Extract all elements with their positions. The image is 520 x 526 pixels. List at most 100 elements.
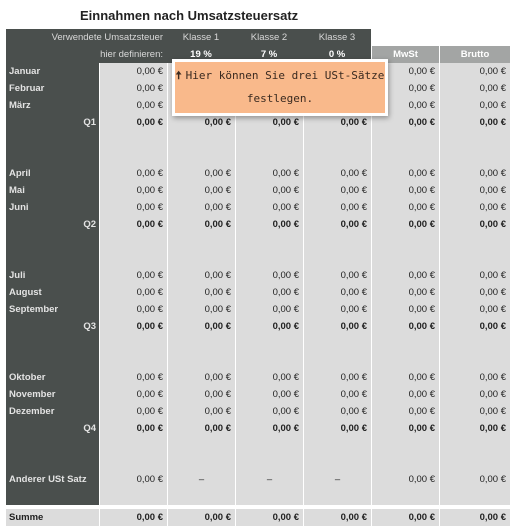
amount-cell[interactable]: 0,00 € (167, 182, 235, 199)
amount-cell[interactable]: 0,00 € (99, 284, 167, 301)
up-arrow-icon: 🠅 (175, 69, 182, 82)
empty-cell (303, 148, 371, 165)
brutto-cell: 0,00 € (439, 318, 510, 335)
mwst-cell: 0,00 € (371, 369, 439, 386)
empty-cell (99, 488, 167, 505)
amount-cell[interactable]: 0,00 € (235, 182, 303, 199)
row-label-spacer (6, 454, 99, 471)
amount-cell[interactable]: 0,00 € (303, 199, 371, 216)
amount-cell: 0,00 € (167, 318, 235, 335)
amount-cell[interactable]: 0,00 € (167, 403, 235, 420)
header-row-rates: hier definieren: 19 % 7 % 0 % MwSt Brutt… (6, 46, 510, 63)
amount-cell[interactable]: 0,00 € (167, 386, 235, 403)
header-class-1: Klasse 1 (167, 29, 235, 46)
empty-cell (235, 488, 303, 505)
amount-cell[interactable]: 0,00 € (235, 301, 303, 318)
amount-cell[interactable]: 0,00 € (303, 386, 371, 403)
amount-cell[interactable]: 0,00 € (167, 165, 235, 182)
amount-cell[interactable]: 0,00 € (303, 182, 371, 199)
amount-cell[interactable]: 0,00 € (99, 182, 167, 199)
mwst-cell: 0,00 € (371, 301, 439, 318)
hint-line-2: festlegen. (246, 92, 314, 105)
amount-cell: 0,00 € (235, 216, 303, 233)
row-label: August (6, 284, 99, 301)
amount-cell[interactable]: 0,00 € (235, 386, 303, 403)
mwst-cell: 0,00 € (371, 182, 439, 199)
brutto-cell: 0,00 € (439, 216, 510, 233)
amount-cell[interactable]: 0,00 € (303, 284, 371, 301)
table-row: Anderer USt Satz 0,00 € – – –0,00 €0,00 € (6, 471, 510, 488)
amount-cell[interactable]: 0,00 € (99, 471, 167, 488)
amount-cell: 0,00 € (167, 216, 235, 233)
amount-cell[interactable]: 0,00 € (303, 369, 371, 386)
spacer-row (6, 488, 510, 505)
amount-cell: 0,00 € (235, 420, 303, 437)
amount-cell[interactable]: 0,00 € (99, 369, 167, 386)
page-title: Einnahmen nach Umsatzsteuersatz (80, 8, 299, 23)
row-label: März (6, 97, 99, 114)
empty-cell (303, 233, 371, 250)
amount-cell[interactable]: 0,00 € (99, 199, 167, 216)
amount-cell: 0,00 € (167, 509, 235, 526)
row-label: September (6, 301, 99, 318)
amount-cell[interactable]: 0,00 € (303, 301, 371, 318)
empty-cell (371, 335, 439, 352)
brutto-cell: 0,00 € (439, 80, 510, 97)
amount-cell[interactable]: 0,00 € (235, 284, 303, 301)
empty-cell (439, 233, 510, 250)
row-label: Q2 (6, 216, 99, 233)
amount-cell[interactable]: 0,00 € (167, 301, 235, 318)
spacer-row (6, 335, 510, 352)
brutto-cell: 0,00 € (439, 386, 510, 403)
mwst-cell: 0,00 € (371, 165, 439, 182)
row-label: Mai (6, 182, 99, 199)
empty-cell (167, 250, 235, 267)
table-row: August 0,00 €0,00 €0,00 €0,00 €0,00 €0,00… (6, 284, 510, 301)
mwst-cell: 0,00 € (371, 284, 439, 301)
amount-cell[interactable]: 0,00 € (99, 63, 167, 80)
amount-cell[interactable]: 0,00 € (303, 403, 371, 420)
rate-input-class-1[interactable]: 19 % (167, 46, 235, 63)
amount-cell[interactable]: 0,00 € (99, 301, 167, 318)
row-label: Q4 (6, 420, 99, 437)
amount-cell[interactable]: 0,00 € (303, 165, 371, 182)
empty-cell (235, 250, 303, 267)
table-row: Dezember 0,00 €0,00 €0,00 €0,00 €0,00 €0,… (6, 403, 510, 420)
empty-cell (99, 148, 167, 165)
amount-cell[interactable]: 0,00 € (99, 97, 167, 114)
amount-cell[interactable]: 0,00 € (99, 267, 167, 284)
amount-cell[interactable]: 0,00 € (99, 403, 167, 420)
amount-cell[interactable]: 0,00 € (167, 199, 235, 216)
amount-cell[interactable]: 0,00 € (167, 267, 235, 284)
amount-cell[interactable]: 0,00 € (167, 369, 235, 386)
brutto-cell: 0,00 € (439, 199, 510, 216)
amount-cell[interactable]: 0,00 € (235, 199, 303, 216)
rate-input-class-3[interactable]: 0 % (303, 46, 371, 63)
row-label: Februar (6, 80, 99, 97)
amount-cell: 0,00 € (235, 114, 303, 131)
row-label-spacer (6, 233, 99, 250)
amount-cell[interactable]: 0,00 € (99, 386, 167, 403)
spacer-row (6, 131, 510, 148)
empty-cell (371, 488, 439, 505)
amount-cell[interactable]: 0,00 € (99, 80, 167, 97)
table-row: Q1 0,00 €0,00 €0,00 €0,00 €0,00 €0,00 € (6, 114, 510, 131)
empty-cell (371, 148, 439, 165)
spacer-row (6, 233, 510, 250)
row-label: Q1 (6, 114, 99, 131)
amount-cell[interactable]: 0,00 € (235, 403, 303, 420)
empty-cell (303, 454, 371, 471)
amount-cell[interactable]: 0,00 € (167, 284, 235, 301)
amount-cell[interactable]: 0,00 € (99, 165, 167, 182)
amount-cell[interactable]: 0,00 € (235, 165, 303, 182)
empty-cell (99, 335, 167, 352)
amount-cell[interactable]: 0,00 € (303, 267, 371, 284)
row-label: Summe (6, 509, 99, 526)
amount-cell[interactable]: 0,00 € (235, 369, 303, 386)
rate-input-class-2[interactable]: 7 % (235, 46, 303, 63)
table-row: Q2 0,00 €0,00 €0,00 €0,00 €0,00 €0,00 € (6, 216, 510, 233)
spacer-row (6, 352, 510, 369)
empty-cell (167, 233, 235, 250)
amount-cell[interactable]: 0,00 € (235, 267, 303, 284)
row-label-spacer (6, 131, 99, 148)
